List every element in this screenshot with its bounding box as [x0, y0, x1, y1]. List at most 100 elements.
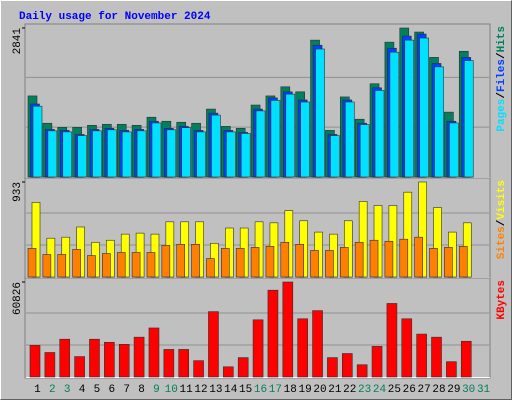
- bar: [104, 341, 115, 378]
- bar: [250, 247, 260, 278]
- bar: [371, 346, 383, 378]
- x-tick-label: 14: [224, 384, 238, 396]
- bar: [330, 135, 340, 178]
- x-tick-label: 2: [49, 384, 56, 396]
- bar: [240, 133, 251, 178]
- x-tick-label: 3: [64, 384, 71, 396]
- bar: [166, 129, 177, 178]
- bar: [151, 122, 162, 178]
- bar: [384, 240, 394, 278]
- bar: [223, 366, 234, 378]
- x-tick-label: 23: [358, 384, 371, 396]
- x-tick-label: 10: [165, 384, 178, 396]
- bar: [87, 255, 96, 278]
- x-tick-label: 16: [254, 384, 267, 396]
- bar: [401, 318, 413, 378]
- x-tick-label: 19: [299, 384, 312, 396]
- bar: [399, 238, 409, 278]
- legend: KBytes: [496, 280, 508, 320]
- legend-entry: Visits: [496, 180, 508, 220]
- legend-separator: /: [496, 52, 508, 59]
- x-tick-label: 11: [180, 384, 194, 396]
- legend-entry: KBytes: [496, 280, 508, 320]
- bar: [29, 345, 41, 378]
- bar: [196, 131, 206, 178]
- bar: [429, 248, 438, 278]
- x-tick-label: 18: [284, 384, 297, 396]
- bar: [226, 131, 236, 178]
- legend-separator: /: [496, 219, 508, 226]
- bar: [57, 254, 67, 278]
- bar: [265, 246, 275, 278]
- bar: [235, 248, 245, 278]
- legend-entry: Sites: [496, 226, 508, 259]
- bar: [118, 344, 130, 378]
- bar: [339, 247, 349, 278]
- bar: [208, 311, 219, 378]
- x-tick-label: 29: [447, 384, 460, 396]
- bar: [280, 241, 290, 278]
- bar: [72, 249, 81, 278]
- bar: [449, 122, 459, 178]
- x-tick-label: 8: [138, 384, 145, 396]
- bar: [62, 131, 73, 178]
- bar: [221, 248, 230, 278]
- bar: [133, 336, 145, 378]
- bar: [27, 248, 37, 278]
- bar: [47, 130, 58, 178]
- bar: [404, 39, 415, 178]
- bar: [389, 51, 400, 178]
- legend-entry: Files: [496, 59, 508, 92]
- bar: [77, 135, 87, 178]
- x-tick-label: 27: [417, 384, 430, 396]
- bar: [344, 101, 355, 178]
- x-tick-label: 6: [108, 384, 115, 396]
- legend-separator: /: [496, 92, 508, 99]
- x-tick-label: 24: [373, 384, 387, 396]
- x-tick-label: 31: [477, 384, 491, 396]
- legend: Sites/Visits: [496, 180, 508, 259]
- bar: [206, 258, 215, 278]
- bar: [463, 60, 474, 178]
- x-tick-label: 21: [328, 384, 342, 396]
- bar: [270, 100, 281, 178]
- bar: [444, 247, 453, 278]
- x-tick-label: 22: [343, 384, 356, 396]
- bar: [178, 349, 190, 378]
- x-tick-label: 9: [153, 384, 160, 396]
- bar: [312, 310, 323, 378]
- x-tick-label: 26: [403, 384, 416, 396]
- bar: [176, 244, 186, 278]
- y-tick-label: 2841: [12, 28, 24, 55]
- bar: [32, 105, 43, 178]
- bar: [354, 241, 364, 278]
- bar: [193, 360, 204, 378]
- bar: [107, 129, 117, 178]
- x-tick-label: 7: [123, 384, 130, 396]
- legend-entry: Hits: [496, 26, 508, 52]
- x-tick-label: 20: [313, 384, 326, 396]
- x-tick-label: 5: [94, 384, 101, 396]
- bar: [315, 48, 325, 178]
- bar: [434, 66, 444, 178]
- bar: [414, 236, 423, 278]
- bar: [181, 127, 192, 178]
- bar: [431, 336, 442, 378]
- bar: [297, 318, 308, 378]
- bar: [102, 253, 111, 278]
- bar: [446, 361, 457, 378]
- bar: [237, 357, 249, 378]
- bar: [92, 130, 102, 178]
- bar: [252, 319, 264, 378]
- bar: [374, 90, 385, 178]
- x-tick-label: 17: [269, 384, 282, 396]
- bar: [44, 352, 56, 378]
- bar: [458, 246, 468, 278]
- legend: Pages/Files/Hits: [496, 26, 508, 132]
- x-tick-label: 15: [239, 384, 252, 396]
- bar: [59, 338, 71, 378]
- x-tick-label: 30: [462, 384, 475, 396]
- bar: [325, 250, 334, 278]
- chart-title: Daily usage for November 2024: [19, 11, 211, 23]
